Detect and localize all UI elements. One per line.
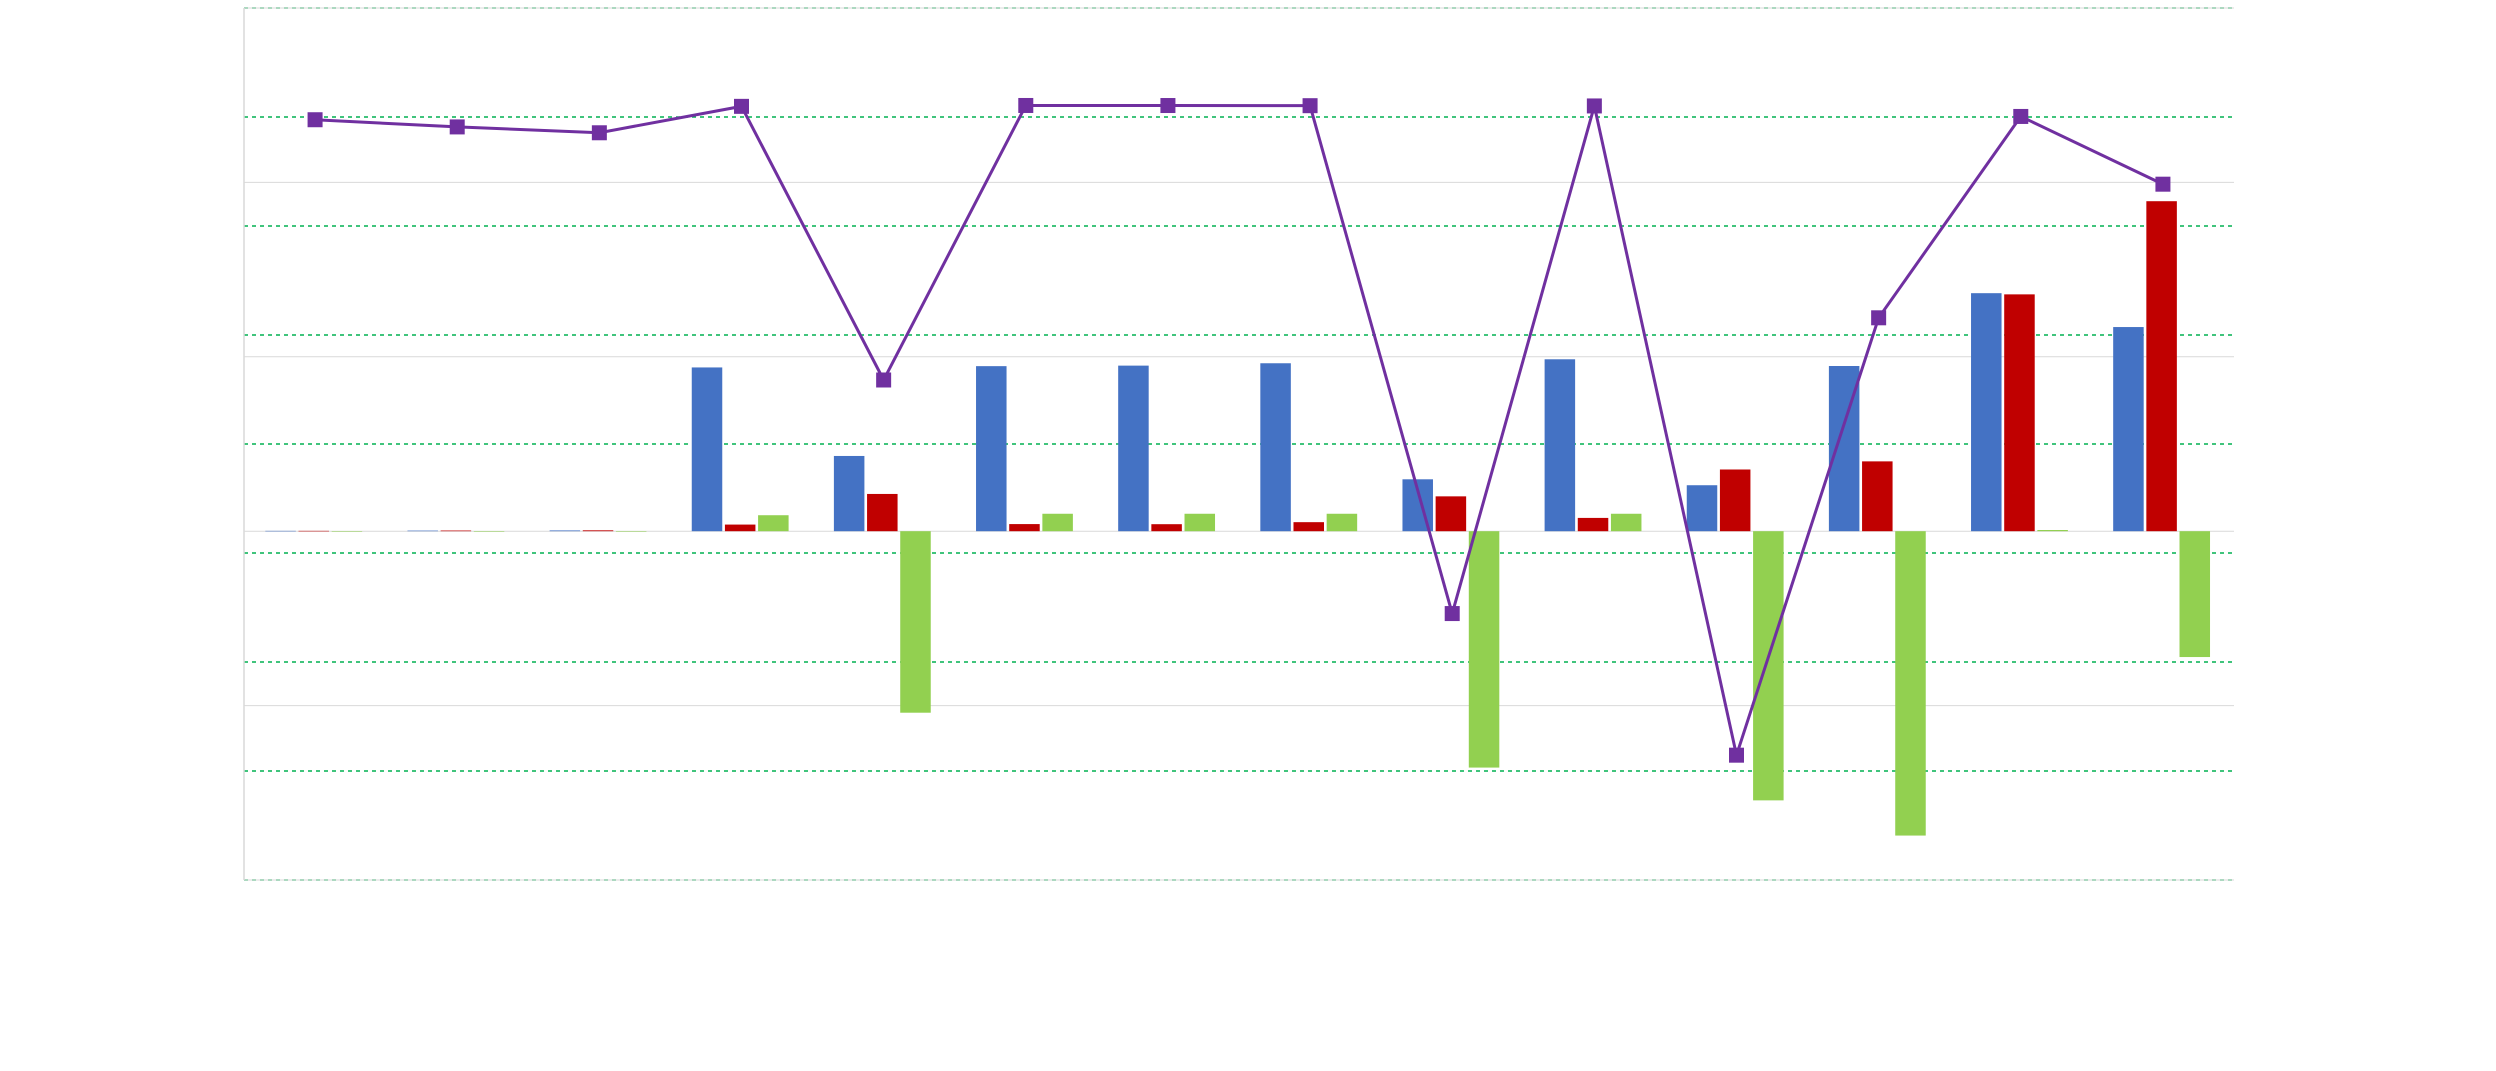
bar-equity: [1327, 514, 1358, 531]
marker-equity-ratio: [1019, 98, 1033, 112]
marker-equity-ratio: [450, 120, 464, 134]
bar-total_assets: [550, 530, 581, 531]
bar-total_liab: [1436, 496, 1467, 531]
financial-chart: [0, 0, 2496, 1071]
bar-equity: [900, 531, 931, 713]
bar-total_liab: [1151, 524, 1182, 531]
bar-equity: [1895, 531, 1926, 835]
marker-equity-ratio: [1303, 99, 1317, 113]
marker-equity-ratio: [2014, 109, 2028, 123]
marker-equity-ratio: [1161, 99, 1175, 113]
bar-equity: [2180, 531, 2211, 657]
bar-equity: [616, 531, 647, 532]
bar-equity: [1469, 531, 1500, 767]
marker-equity-ratio: [735, 99, 749, 113]
bar-equity: [2037, 530, 2068, 531]
bar-total_assets: [407, 531, 438, 532]
bar-total_assets: [1687, 485, 1718, 531]
bar-equity: [1185, 514, 1216, 531]
bar-total_liab: [2004, 294, 2035, 531]
chart-svg: [0, 0, 2496, 1071]
bar-total_assets: [1545, 359, 1576, 531]
bar-total_assets: [976, 366, 1007, 531]
bar-total_liab: [583, 530, 614, 531]
marker-equity-ratio: [308, 113, 322, 127]
bar-equity: [1611, 514, 1642, 531]
bar-total_liab: [441, 531, 472, 532]
bar-total_assets: [265, 531, 296, 532]
marker-equity-ratio: [877, 373, 891, 387]
marker-equity-ratio: [592, 126, 606, 140]
bar-total_assets: [1971, 293, 2002, 531]
bar-total_assets: [834, 456, 865, 531]
bar-total_liab: [867, 494, 898, 531]
bar-total_assets: [692, 367, 723, 531]
bar-total_liab: [1293, 522, 1324, 531]
bar-total_liab: [298, 531, 329, 532]
bar-equity: [332, 531, 363, 532]
marker-equity-ratio: [1872, 311, 1886, 325]
bar-total_liab: [2146, 201, 2177, 531]
marker-equity-ratio: [2156, 177, 2170, 191]
bar-total_assets: [1260, 363, 1291, 531]
bar-total_liab: [725, 525, 756, 532]
bar-total_liab: [1720, 469, 1751, 531]
bar-equity: [758, 515, 789, 531]
bar-equity: [474, 531, 505, 532]
marker-equity-ratio: [1445, 607, 1459, 621]
bar-total_liab: [1862, 461, 1893, 531]
marker-equity-ratio: [1587, 99, 1601, 113]
bar-equity: [1753, 531, 1784, 800]
bar-total_assets: [1118, 366, 1149, 532]
bar-equity: [1042, 514, 1073, 531]
bar-total_liab: [1009, 524, 1040, 531]
bar-total_liab: [1578, 518, 1609, 531]
marker-equity-ratio: [1730, 748, 1744, 762]
bar-total_assets: [2113, 327, 2144, 531]
